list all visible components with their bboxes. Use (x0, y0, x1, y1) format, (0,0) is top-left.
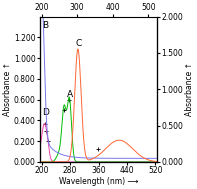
Y-axis label: Absorbance ↑: Absorbance ↑ (4, 62, 12, 116)
Text: D: D (42, 108, 49, 117)
X-axis label: Wavelength (nm) ⟶: Wavelength (nm) ⟶ (59, 177, 138, 186)
Text: C: C (76, 39, 82, 48)
Y-axis label: Absorbance ↑: Absorbance ↑ (185, 62, 193, 116)
Text: A: A (67, 90, 73, 99)
Text: B: B (42, 21, 48, 30)
